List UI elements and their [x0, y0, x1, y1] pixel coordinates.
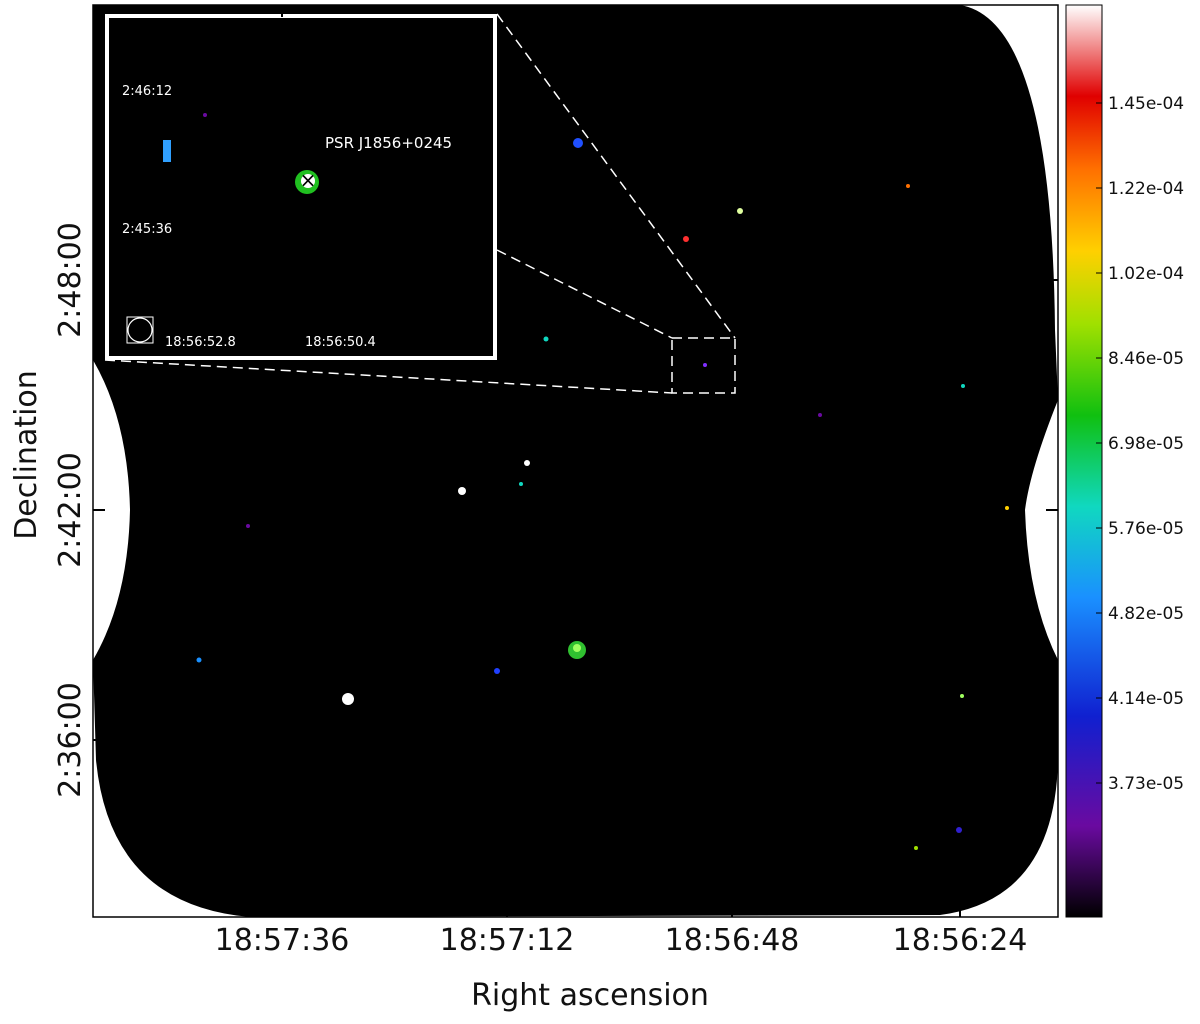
x-tick-label: 18:57:12 [440, 923, 575, 958]
colorbar [1065, 4, 1103, 918]
svg-text:×: × [300, 168, 317, 192]
y-tick-label: 2:42:00 [53, 452, 88, 568]
inset-x-tick-label: 18:56:52.8 [165, 335, 236, 350]
source-label: PSR J1856+0245 [325, 134, 452, 152]
colorbar-tick-label: 3.73e-05 [1108, 774, 1184, 794]
colorbar-tick-label: 5.76e-05 [1108, 519, 1184, 539]
y-tick-label: 2:48:00 [53, 222, 88, 338]
inset-y-tick-label: 2:45:36 [122, 222, 172, 237]
y-axis-label: Declination [9, 370, 44, 540]
sources [196, 138, 1009, 850]
inset-y-tick-label: 2:46:12 [122, 84, 172, 99]
colorbar-tick-label: 1.22e-04 [1108, 179, 1184, 199]
plot-frame [92, 4, 1059, 918]
colorbar-tick-label: 6.98e-05 [1108, 434, 1184, 454]
x-tick-label: 18:56:24 [893, 923, 1028, 958]
colorbar-tick-label: 1.45e-04 [1108, 94, 1184, 114]
x-axis-label: Right ascension [471, 978, 709, 1013]
inset-x-tick-label: 18:56:50.4 [305, 335, 376, 350]
colorbar-ticks: 1.45e-04 1.22e-04 1.02e-04 8.46e-05 6.98e-05… [1096, 94, 1184, 794]
x-tick-label: 18:57:36 [215, 923, 350, 958]
colorbar-tick-label: 8.46e-05 [1108, 349, 1184, 369]
colorbar-tick-label: 4.14e-05 [1108, 689, 1184, 709]
colorbar-tick-label: 1.02e-04 [1108, 264, 1184, 284]
colorbar-tick-label: 4.82e-05 [1108, 604, 1184, 624]
inset: × 2:46:12 2:45:36 18:56:52.8 18:56:50.4 … [105, 14, 497, 360]
zoom-indicator [104, 13, 736, 394]
x-tick-label: 18:56:48 [665, 923, 800, 958]
y-tick-label: 2:36:00 [53, 682, 88, 798]
major-ticks [93, 5, 1058, 917]
